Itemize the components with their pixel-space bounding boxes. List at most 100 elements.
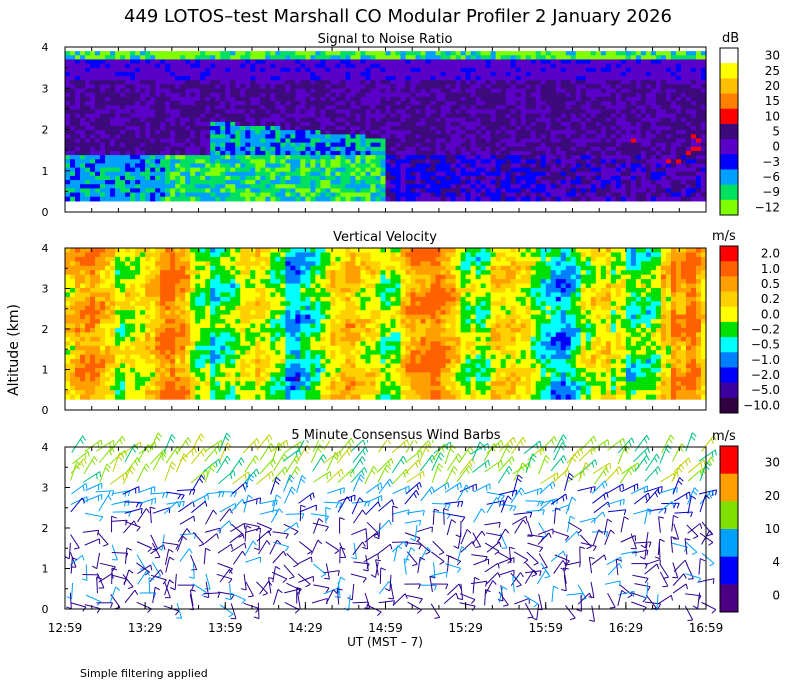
snr-cell [160,163,166,169]
velocity-cell [85,332,91,338]
snr-cell [495,196,502,202]
snr-cell [655,88,662,94]
velocity-cell [95,274,101,280]
snr-cell [560,130,567,135]
snr-cell [130,59,136,65]
snr-cell [665,196,672,202]
snr-cell [65,180,71,185]
snr-cell [465,51,472,56]
snr-cell [455,113,462,119]
snr-cell [210,196,216,202]
snr-cell [255,167,261,173]
velocity-cell [70,279,76,285]
velocity-cell [80,354,86,360]
snr-cell [90,171,96,177]
snr-cell [330,167,337,173]
snr-cell [400,167,407,173]
snr-cell [560,159,567,165]
snr-cell [135,159,141,165]
snr-cell [80,192,86,198]
velocity-cell [95,336,101,342]
snr-cell [285,84,291,90]
snr-cell [640,192,647,198]
snr-cell [245,88,251,94]
snr-cell [195,63,201,69]
snr-cell [205,163,211,169]
snr-cell [700,142,707,148]
velocity-cell [70,350,76,356]
snr-cell [525,51,532,56]
snr-cell [490,130,497,135]
snr-cell [95,88,101,94]
snr-cell [140,192,146,198]
snr-cell [235,76,241,81]
snr-cell [185,109,191,115]
snr-cell [420,96,427,102]
snr-cell [585,180,592,185]
snr-cell [135,113,141,119]
snr-cell [180,76,186,81]
snr-cell [675,105,682,110]
snr-cell [470,121,477,127]
colorbar-swatch [720,199,738,216]
snr-cell [350,171,357,177]
snr-cell [305,188,311,194]
snr-cell [410,188,417,194]
snr-cell [420,180,427,185]
snr-cell [280,155,286,160]
snr-cell [330,146,337,152]
snr-cell [390,188,397,194]
snr-cell [425,121,432,127]
velocity-cell [95,319,101,325]
snr-cell [405,196,412,202]
snr-cell [440,167,447,173]
snr-cell [535,171,542,177]
snr-cell [180,159,186,165]
snr-cell [430,159,437,165]
snr-cell [315,88,321,94]
figure-title: 449 LOTOS–test Marshall CO Modular Profi… [124,6,672,27]
velocity-cell [90,261,96,267]
snr-cell [110,59,116,65]
snr-cell [450,80,457,85]
snr-cell [575,150,582,156]
snr-cell [395,146,402,152]
snr-cell [220,142,226,148]
snr-cell [310,59,316,65]
velocity-cell [70,363,76,369]
velocity-cell [80,385,86,391]
snr-cell [295,167,301,173]
snr-cell [610,67,617,73]
snr-cell [85,76,91,81]
snr-cell [580,101,587,106]
snr-cell [495,171,502,177]
snr-cell [630,138,637,144]
snr-cell [435,113,442,119]
snr-cell [670,163,677,169]
snr-cell [100,138,106,144]
snr-cell [65,125,71,131]
snr-cell [635,84,642,90]
snr-cell [605,125,612,131]
snr-cell [280,51,286,56]
snr-cell [545,138,552,144]
snr-cell [140,109,146,115]
snr-cell [400,121,407,127]
snr-cell [625,134,632,140]
velocity-cell [70,327,76,334]
snr-cell [455,171,462,177]
snr-cell [690,76,697,81]
snr-cell [310,67,316,73]
snr-cell [380,167,387,173]
snr-cell [100,101,106,106]
snr-cell [635,125,642,131]
snr-cell [670,84,677,90]
snr-cell [575,188,582,194]
snr-cell [495,188,502,194]
snr-cell [480,167,487,173]
snr-cell [580,80,587,85]
snr-cell [460,76,467,81]
snr-cell [360,184,367,189]
snr-cell [630,121,637,127]
snr-cell [620,67,627,73]
